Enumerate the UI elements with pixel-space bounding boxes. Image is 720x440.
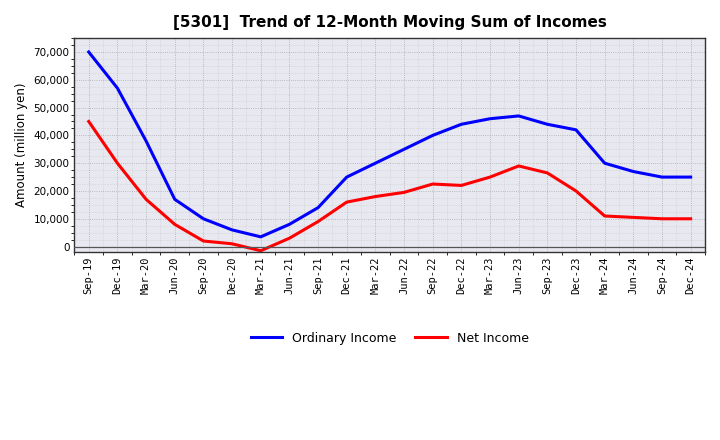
Net Income xyxy=(629,215,638,220)
Net Income xyxy=(686,216,695,221)
Net Income xyxy=(343,199,351,205)
Net Income xyxy=(285,235,294,241)
Ordinary Income xyxy=(400,147,408,152)
Line: Net Income: Net Income xyxy=(89,121,690,251)
Net Income xyxy=(228,241,236,246)
Net Income xyxy=(514,163,523,169)
Net Income xyxy=(572,188,580,194)
Net Income xyxy=(314,219,323,224)
Net Income xyxy=(428,181,437,187)
Net Income xyxy=(657,216,666,221)
Net Income xyxy=(142,197,150,202)
Ordinary Income xyxy=(113,85,122,91)
Net Income xyxy=(400,190,408,195)
Ordinary Income xyxy=(486,116,495,121)
Net Income xyxy=(84,119,93,124)
Y-axis label: Amount (million yen): Amount (million yen) xyxy=(15,83,28,207)
Net Income xyxy=(199,238,207,244)
Ordinary Income xyxy=(314,205,323,210)
Ordinary Income xyxy=(457,121,466,127)
Legend: Ordinary Income, Net Income: Ordinary Income, Net Income xyxy=(246,327,534,350)
Net Income xyxy=(486,174,495,180)
Net Income xyxy=(171,222,179,227)
Net Income xyxy=(256,248,265,253)
Ordinary Income xyxy=(171,197,179,202)
Ordinary Income xyxy=(285,222,294,227)
Ordinary Income xyxy=(629,169,638,174)
Ordinary Income xyxy=(343,174,351,180)
Ordinary Income xyxy=(686,174,695,180)
Net Income xyxy=(457,183,466,188)
Ordinary Income xyxy=(428,133,437,138)
Net Income xyxy=(113,161,122,166)
Ordinary Income xyxy=(228,227,236,232)
Ordinary Income xyxy=(142,138,150,143)
Ordinary Income xyxy=(657,174,666,180)
Ordinary Income xyxy=(600,161,609,166)
Ordinary Income xyxy=(199,216,207,221)
Ordinary Income xyxy=(514,113,523,118)
Net Income xyxy=(371,194,379,199)
Ordinary Income xyxy=(572,127,580,132)
Net Income xyxy=(600,213,609,219)
Title: [5301]  Trend of 12-Month Moving Sum of Incomes: [5301] Trend of 12-Month Moving Sum of I… xyxy=(173,15,607,30)
Line: Ordinary Income: Ordinary Income xyxy=(89,52,690,237)
Ordinary Income xyxy=(543,121,552,127)
Ordinary Income xyxy=(256,234,265,239)
Ordinary Income xyxy=(84,49,93,55)
Ordinary Income xyxy=(371,161,379,166)
Net Income xyxy=(543,170,552,176)
